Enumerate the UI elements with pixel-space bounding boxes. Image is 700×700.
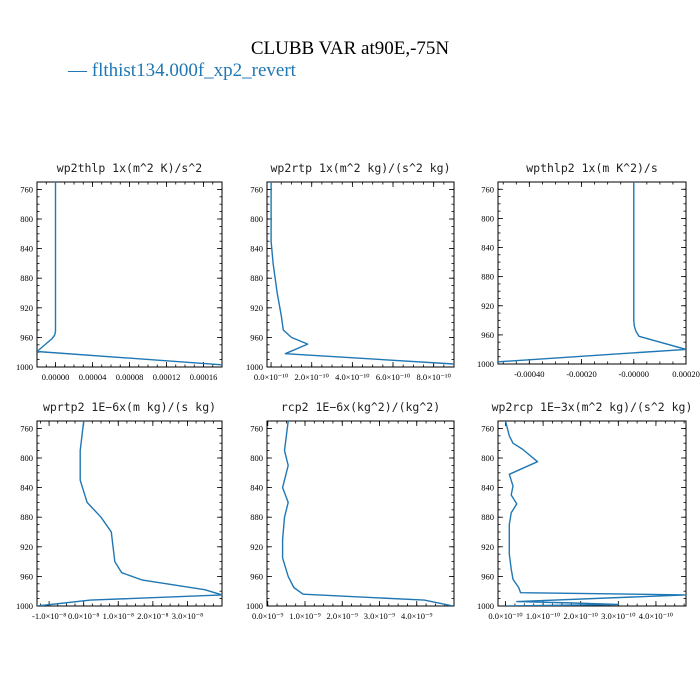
y-tick-label: 800 xyxy=(20,214,33,224)
x-tick-label: 8.0×10⁻¹⁰ xyxy=(416,372,451,382)
x-tick-label: 4.0×10⁻¹⁰ xyxy=(639,611,674,621)
legend-entry: — flthist134.000f_xp2_revert xyxy=(67,60,297,81)
y-tick-label: 960 xyxy=(250,571,263,581)
y-tick-label: 920 xyxy=(20,542,33,552)
y-tick-label: 760 xyxy=(20,423,33,433)
y-tick-label: 960 xyxy=(20,332,33,342)
series-line xyxy=(504,421,686,606)
x-tick-label: 2.0×10⁻⁹ xyxy=(327,611,358,621)
x-tick-label: 0.0×10⁻¹⁰ xyxy=(488,611,523,621)
y-tick-label: 1000 xyxy=(477,601,494,611)
x-tick-label: 0.00000 xyxy=(42,372,70,382)
x-tick-label: 2.0×10⁻¹⁰ xyxy=(564,611,599,621)
y-tick-label: 880 xyxy=(250,273,263,283)
y-tick-label: 880 xyxy=(481,272,494,282)
y-tick-label: 840 xyxy=(481,243,494,253)
panel-title: wprtp2 1E−6x(m kg)/(s kg) xyxy=(43,400,216,414)
x-tick-label: 0.0×10⁻¹⁰ xyxy=(254,372,289,382)
plot-frame xyxy=(36,181,223,368)
series-line xyxy=(281,421,454,606)
x-tick-label: 1.0×10⁻⁸ xyxy=(103,611,134,621)
y-tick-label: 1000 xyxy=(477,359,494,369)
x-tick-label: -1.0×10⁻⁸ xyxy=(32,611,66,621)
x-tick-label: 6.0×10⁻¹⁰ xyxy=(376,372,411,382)
x-tick-label: 4.0×10⁻⁹ xyxy=(401,611,432,621)
x-tick-label: 0.00012 xyxy=(153,372,181,382)
x-tick-label: 1.0×10⁻¹⁰ xyxy=(526,611,561,621)
x-tick-label: 3.0×10⁻⁹ xyxy=(364,611,395,621)
y-tick-label: 920 xyxy=(481,301,494,311)
series-line xyxy=(498,182,686,363)
figure-title: CLUBB VAR at90E,-75N xyxy=(251,38,450,59)
panel-4: wprtp2 1E−6x(m kg)/(s kg) 760 800 840 880 920… xyxy=(16,400,223,621)
y-tick-label: 840 xyxy=(250,244,263,254)
x-tick-label: 0.0×10⁻⁸ xyxy=(68,611,99,621)
panel-title: rcp2 1E−6x(kg^2)/(kg^2) xyxy=(281,400,440,414)
x-tick-label: 1.0×10⁻⁹ xyxy=(289,611,320,621)
series-line xyxy=(37,182,222,366)
panel-5: rcp2 1E−6x(kg^2)/(kg^2) 760 800 840 880 920 96… xyxy=(246,400,455,621)
y-tick-label: 880 xyxy=(481,512,494,522)
y-tick-label: 1000 xyxy=(16,362,33,372)
y-tick-label: 760 xyxy=(481,184,494,194)
y-tick-label: 760 xyxy=(250,184,263,194)
y-tick-label: 880 xyxy=(20,512,33,522)
panel-title: wpthlp2 1x(m K^2)/s xyxy=(526,161,658,175)
panel-2: wp2rtp 1x(m^2 kg)/(s^2 kg) 760 800 840 880 92… xyxy=(246,161,455,382)
x-tick-label: -0.00020 xyxy=(566,369,596,379)
y-tick-label: 920 xyxy=(250,542,263,552)
x-tick-label: 0.00016 xyxy=(190,372,218,382)
y-tick-label: 840 xyxy=(250,483,263,493)
panel-1: wp2thlp 1x(m^2 K)/s^2 760 800 840 880 920 960 1… xyxy=(16,161,223,382)
y-tick-label: 840 xyxy=(20,244,33,254)
y-tick-label: 960 xyxy=(481,330,494,340)
x-tick-label: 0.0×10⁻⁹ xyxy=(252,611,283,621)
plot-frame xyxy=(266,420,455,607)
panel-title: wp2thlp 1x(m^2 K)/s^2 xyxy=(57,161,202,175)
x-tick-label: 0.00008 xyxy=(116,372,144,382)
y-tick-label: 960 xyxy=(250,332,263,342)
y-tick-label: 800 xyxy=(250,453,263,463)
x-tick-label: 0.00020 xyxy=(672,369,700,379)
series-line xyxy=(270,182,454,365)
y-tick-label: 760 xyxy=(250,423,263,433)
x-tick-label: 2.0×10⁻¹⁰ xyxy=(295,372,330,382)
x-tick-label: 2.0×10⁻⁸ xyxy=(137,611,168,621)
x-tick-label: 4.0×10⁻¹⁰ xyxy=(335,372,370,382)
x-tick-label: -0.00000 xyxy=(619,369,649,379)
y-tick-label: 760 xyxy=(481,423,494,433)
y-tick-label: 800 xyxy=(481,453,494,463)
y-tick-label: 1000 xyxy=(16,601,33,611)
plot-frame xyxy=(36,420,223,607)
x-tick-label: 3.0×10⁻¹⁰ xyxy=(601,611,636,621)
panels: wp2thlp 1x(m^2 K)/s^2 760 800 840 880 920 960 1… xyxy=(16,161,700,621)
panel-title: wp2rtp 1x(m^2 kg)/(s^2 kg) xyxy=(270,161,450,175)
y-tick-label: 800 xyxy=(250,214,263,224)
y-tick-label: 880 xyxy=(20,273,33,283)
y-tick-label: 840 xyxy=(481,483,494,493)
y-tick-label: 800 xyxy=(20,453,33,463)
y-tick-label: 920 xyxy=(481,542,494,552)
x-tick-label: 3.0×10⁻⁸ xyxy=(172,611,203,621)
y-tick-label: 920 xyxy=(20,303,33,313)
series-line xyxy=(37,421,222,606)
y-tick-label: 960 xyxy=(20,571,33,581)
plot-frame xyxy=(497,420,687,607)
y-tick-label: 760 xyxy=(20,184,33,194)
plot-frame xyxy=(497,181,687,365)
y-tick-label: 920 xyxy=(250,303,263,313)
y-tick-label: 840 xyxy=(20,483,33,493)
y-tick-label: 1000 xyxy=(246,362,263,372)
x-tick-label: -0.00040 xyxy=(514,369,544,379)
y-tick-label: 960 xyxy=(481,571,494,581)
y-tick-label: 800 xyxy=(481,213,494,223)
y-tick-label: 880 xyxy=(250,512,263,522)
panel-title: wp2rcp 1E−3x(m^2 kg)/(s^2 kg) xyxy=(492,400,693,414)
panel-3: wpthlp2 1x(m K^2)/s 760 800 840 880 920 960 100… xyxy=(477,161,700,379)
x-tick-label: 0.00004 xyxy=(79,372,107,382)
y-tick-label: 1000 xyxy=(246,601,263,611)
plot-frame xyxy=(266,181,455,368)
panel-6: wp2rcp 1E−3x(m^2 kg)/(s^2 kg) 760 800 840 88… xyxy=(477,400,692,621)
